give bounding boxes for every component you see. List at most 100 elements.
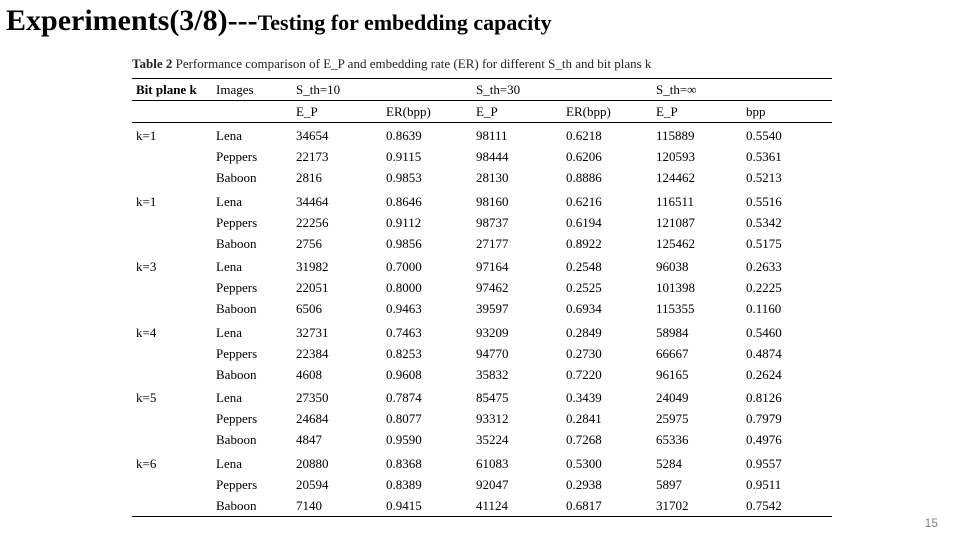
cell-value: 0.7268 [562,430,652,451]
cell-value: 24684 [292,409,382,430]
cell-value: 0.8368 [382,451,472,475]
cell-value: 5897 [652,474,742,495]
cell-value: 25975 [652,409,742,430]
table-row: Peppers223840.8253947700.2730666670.4874 [132,343,832,364]
cell-value: 0.2849 [562,320,652,344]
table-row: k=4Lena327310.7463932090.2849589840.5460 [132,320,832,344]
cell-bitplane [132,495,212,517]
cell-value: 20880 [292,451,382,475]
col-sth10: S_th=10 [292,79,472,101]
cell-value: 5284 [652,451,742,475]
cell-image: Lena [212,189,292,213]
cell-value: 0.9590 [382,430,472,451]
cell-value: 0.7220 [562,364,652,385]
cell-image: Lena [212,254,292,278]
cell-value: 96038 [652,254,742,278]
cell-value: 0.8646 [382,189,472,213]
cell-value: 28130 [472,168,562,189]
cell-value: 0.9608 [382,364,472,385]
table-row: Baboon65060.9463395970.69341153550.1160 [132,299,832,320]
cell-value: 93312 [472,409,562,430]
cell-value: 85475 [472,385,562,409]
cell-bitplane [132,364,212,385]
table-row: Peppers220510.8000974620.25251013980.222… [132,278,832,299]
cell-value: 0.9856 [382,233,472,254]
cell-value: 2756 [292,233,382,254]
cell-value: 0.6194 [562,212,652,233]
table-row: Baboon27560.9856271770.89221254620.5175 [132,233,832,254]
cell-value: 0.5540 [742,123,832,147]
cell-value: 0.6216 [562,189,652,213]
cell-value: 0.8922 [562,233,652,254]
cell-image: Baboon [212,430,292,451]
cell-value: 39597 [472,299,562,320]
cell-bitplane [132,299,212,320]
cell-value: 0.4976 [742,430,832,451]
cell-value: 97462 [472,278,562,299]
col-ep-1: E_P [292,101,382,123]
cell-value: 2816 [292,168,382,189]
cell-bitplane [132,168,212,189]
caption-rest: Performance comparison of E_P and embedd… [172,56,651,71]
table-header-row-2: E_P ER(bpp) E_P ER(bpp) E_P bpp [132,101,832,123]
heading-sub: Testing for embedding capacity [258,10,552,35]
cell-value: 24049 [652,385,742,409]
cell-value: 22256 [292,212,382,233]
cell-value: 0.5213 [742,168,832,189]
cell-value: 0.2624 [742,364,832,385]
heading-main: Experiments(3/8)--- [6,4,258,37]
col-er-2: ER(bpp) [562,101,652,123]
table-header-row-1: Bit plane k Images S_th=10 S_th=30 S_th=… [132,79,832,101]
cell-value: 0.2938 [562,474,652,495]
table-row: Peppers222560.9112987370.61941210870.534… [132,212,832,233]
cell-image: Lena [212,451,292,475]
cell-bitplane: k=5 [132,385,212,409]
cell-value: 6506 [292,299,382,320]
cell-value: 0.8077 [382,409,472,430]
cell-bitplane [132,430,212,451]
cell-bitplane [132,343,212,364]
cell-bitplane [132,147,212,168]
cell-value: 0.5342 [742,212,832,233]
caption-lead: Table 2 [132,56,172,71]
cell-value: 0.5300 [562,451,652,475]
cell-value: 0.7000 [382,254,472,278]
cell-value: 0.2633 [742,254,832,278]
cell-value: 35224 [472,430,562,451]
cell-value: 0.6218 [562,123,652,147]
cell-value: 58984 [652,320,742,344]
cell-value: 7140 [292,495,382,517]
cell-value: 92047 [472,474,562,495]
page-number: 15 [925,516,938,530]
table-row: Baboon71400.9415411240.6817317020.7542 [132,495,832,517]
cell-value: 34654 [292,123,382,147]
cell-value: 0.6206 [562,147,652,168]
table-row: k=1Lena344640.8646981600.62161165110.551… [132,189,832,213]
cell-image: Baboon [212,168,292,189]
table-row: Peppers205940.8389920470.293858970.9511 [132,474,832,495]
cell-bitplane [132,409,212,430]
cell-value: 41124 [472,495,562,517]
cell-value: 0.5516 [742,189,832,213]
cell-bitplane: k=1 [132,123,212,147]
cell-image: Lena [212,385,292,409]
cell-value: 0.7979 [742,409,832,430]
cell-value: 0.9415 [382,495,472,517]
cell-value: 0.8253 [382,343,472,364]
cell-value: 0.9511 [742,474,832,495]
cell-value: 98111 [472,123,562,147]
cell-value: 0.9112 [382,212,472,233]
cell-value: 0.9115 [382,147,472,168]
cell-bitplane [132,474,212,495]
cell-value: 0.8126 [742,385,832,409]
cell-value: 94770 [472,343,562,364]
cell-value: 98444 [472,147,562,168]
cell-image: Lena [212,123,292,147]
cell-value: 27177 [472,233,562,254]
cell-value: 0.7542 [742,495,832,517]
cell-value: 121087 [652,212,742,233]
cell-value: 0.5175 [742,233,832,254]
cell-value: 0.2225 [742,278,832,299]
cell-value: 0.1160 [742,299,832,320]
cell-image: Peppers [212,474,292,495]
